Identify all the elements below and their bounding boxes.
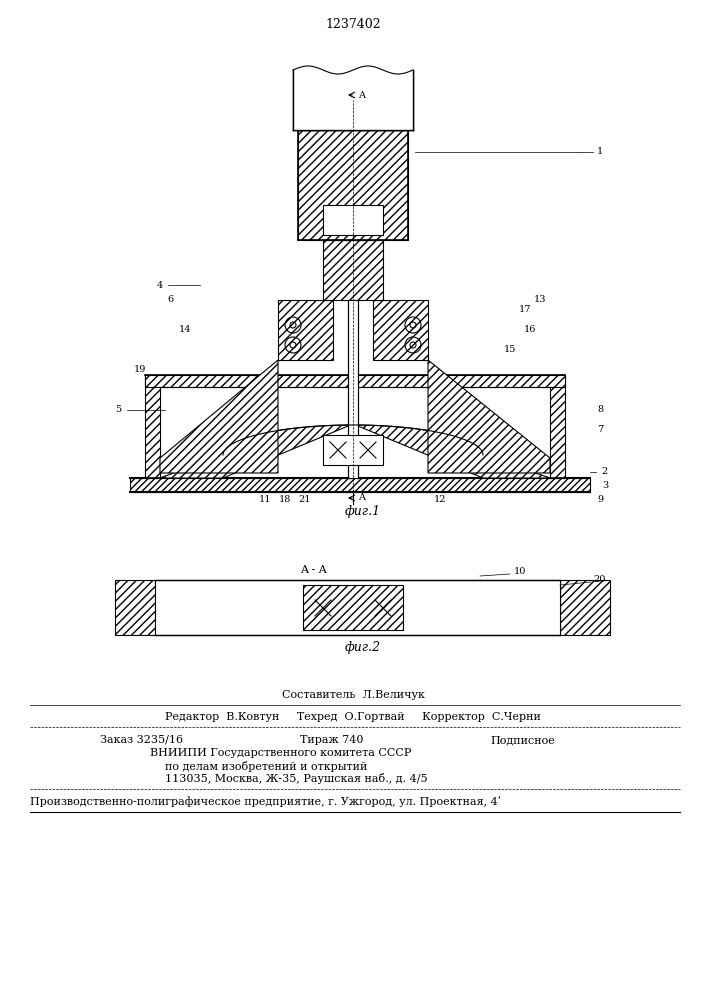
Text: Тираж 740: Тираж 740: [300, 735, 363, 745]
Polygon shape: [145, 375, 565, 387]
Text: 15: 15: [504, 346, 516, 355]
Bar: [348, 240, 358, 478]
Text: Подписное: Подписное: [490, 735, 555, 745]
Text: Заказ 3235/16: Заказ 3235/16: [100, 735, 183, 745]
Text: 4: 4: [157, 280, 163, 290]
Text: 3: 3: [602, 482, 608, 490]
Text: 20: 20: [594, 576, 606, 584]
Text: 19: 19: [134, 365, 146, 374]
Bar: [155, 580, 560, 635]
Text: Редактор  В.Ковтун     Техред  О.Гортвай     Корректор  С.Черни: Редактор В.Ковтун Техред О.Гортвай Корре…: [165, 712, 541, 722]
Polygon shape: [160, 360, 278, 473]
Text: 13: 13: [534, 296, 547, 304]
Polygon shape: [550, 375, 565, 478]
Text: 1237402: 1237402: [325, 18, 381, 31]
Text: ВНИИПИ Государственного комитета СССР: ВНИИПИ Государственного комитета СССР: [150, 748, 411, 758]
Text: 10: 10: [514, 568, 526, 576]
Text: A: A: [358, 91, 365, 100]
Polygon shape: [293, 70, 413, 130]
Bar: [323, 435, 383, 465]
Polygon shape: [298, 130, 408, 240]
Text: 8: 8: [597, 406, 603, 414]
Text: фиг.2: фиг.2: [345, 641, 381, 654]
Text: A: A: [358, 493, 365, 502]
Text: по делам изобретений и открытий: по делам изобретений и открытий: [165, 760, 368, 772]
Polygon shape: [145, 375, 160, 478]
Polygon shape: [373, 300, 428, 360]
Text: 14: 14: [179, 326, 192, 334]
Polygon shape: [115, 580, 155, 635]
Text: 17: 17: [519, 306, 531, 314]
Text: 18: 18: [279, 495, 291, 504]
Polygon shape: [428, 360, 550, 473]
Text: 2: 2: [602, 468, 608, 477]
Text: 113035, Москва, Ж-35, Раушская наб., д. 4/5: 113035, Москва, Ж-35, Раушская наб., д. …: [165, 774, 428, 784]
Text: 1: 1: [597, 147, 603, 156]
Text: A - A: A - A: [300, 565, 327, 575]
Text: 21: 21: [299, 495, 311, 504]
Text: Составитель  Л.Величук: Составитель Л.Величук: [281, 690, 424, 700]
Text: 12: 12: [434, 495, 446, 504]
Text: 9: 9: [597, 495, 603, 504]
Text: фиг.1: фиг.1: [345, 506, 381, 518]
Polygon shape: [278, 300, 333, 360]
Polygon shape: [560, 580, 610, 635]
Text: Производственно-полиграфическое предприятие, г. Ужгород, ул. Проектная, 4ʹ: Производственно-полиграфическое предприя…: [30, 797, 501, 807]
Bar: [323, 205, 383, 235]
Polygon shape: [356, 425, 550, 478]
Text: 5: 5: [115, 406, 121, 414]
Polygon shape: [323, 240, 383, 300]
Text: 16: 16: [524, 326, 536, 334]
Bar: [303, 585, 403, 630]
Text: 11: 11: [259, 495, 271, 504]
Polygon shape: [160, 425, 351, 478]
Polygon shape: [130, 478, 590, 492]
Text: 6: 6: [167, 296, 173, 304]
Text: 7: 7: [597, 426, 603, 434]
